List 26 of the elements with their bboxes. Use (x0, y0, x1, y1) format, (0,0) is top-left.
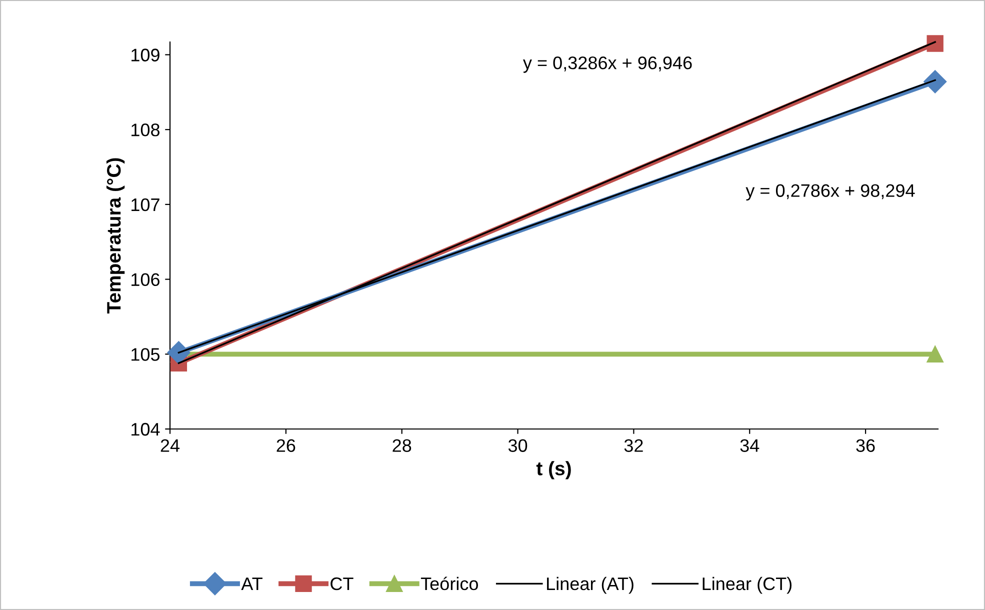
y-tick-label: 105 (132, 348, 160, 361)
legend-label: Teórico (420, 576, 478, 590)
legend-label: AT (241, 578, 262, 590)
point (926, 35, 944, 52)
point (167, 341, 190, 364)
y-tick-label: 109 (132, 48, 160, 62)
x-tick-label: 28 (392, 439, 412, 452)
x-tick-label: 36 (856, 439, 875, 452)
y-tick-label: 108 (132, 124, 160, 136)
legend-label: CT (330, 577, 354, 590)
x-tick-label: 26 (276, 439, 296, 452)
x-tick-label: 34 (740, 439, 760, 452)
x-tick-label: 24 (160, 439, 180, 452)
point (924, 70, 947, 94)
y-tick-label: 104 (132, 422, 160, 436)
x-tick-label: 32 (624, 439, 643, 452)
y-tick-label: 106 (132, 273, 160, 286)
legend-label: Linear (AT) (547, 576, 634, 594)
point (926, 346, 944, 362)
y-tick-label: 107 (132, 198, 160, 212)
x-axis-title: t (s) (536, 461, 571, 480)
y-axis-title: Temperatura (°C) (106, 158, 125, 314)
annotation: y = 0,2786x + 98,294 (746, 184, 915, 201)
x-tick-label: 30 (508, 439, 528, 452)
annotation: y = 0,3286x + 96,946 (522, 56, 692, 73)
legend-label: Linear (CT) (702, 576, 792, 594)
